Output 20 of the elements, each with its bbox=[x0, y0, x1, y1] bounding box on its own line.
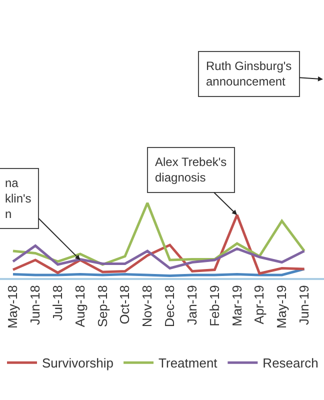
x-tick-label: Jun-18 bbox=[28, 285, 43, 325]
x-tick-label: Sep-18 bbox=[94, 285, 110, 328]
x-tick-label: Jun-19 bbox=[296, 285, 312, 325]
x-tick-label: Mar-19 bbox=[229, 285, 244, 326]
legend-label: Survivorship bbox=[42, 356, 114, 371]
x-tick-label: Nov-18 bbox=[140, 285, 155, 328]
x-tick-label: Jul-18 bbox=[50, 285, 66, 321]
x-tick-label: Dec-18 bbox=[162, 285, 178, 328]
x-tick-label: May-19 bbox=[274, 285, 290, 329]
x-tick-label: Apr-19 bbox=[252, 285, 267, 324]
x-tick-label: May-18 bbox=[5, 285, 20, 329]
x-tick-label: Aug-18 bbox=[72, 285, 88, 328]
annotation: Alex Trebek's diagnosis bbox=[155, 155, 227, 185]
annotation: na klin's n bbox=[5, 176, 32, 222]
legend-label: Research bbox=[262, 356, 318, 371]
text: Ruth Ginsburg's announcement bbox=[206, 59, 292, 89]
x-tick-label: Jan-19 bbox=[184, 285, 200, 325]
legend-label: Treatment bbox=[158, 356, 218, 371]
x-tick-label: Oct-18 bbox=[117, 285, 132, 324]
x-tick-label: Feb-19 bbox=[206, 285, 222, 326]
